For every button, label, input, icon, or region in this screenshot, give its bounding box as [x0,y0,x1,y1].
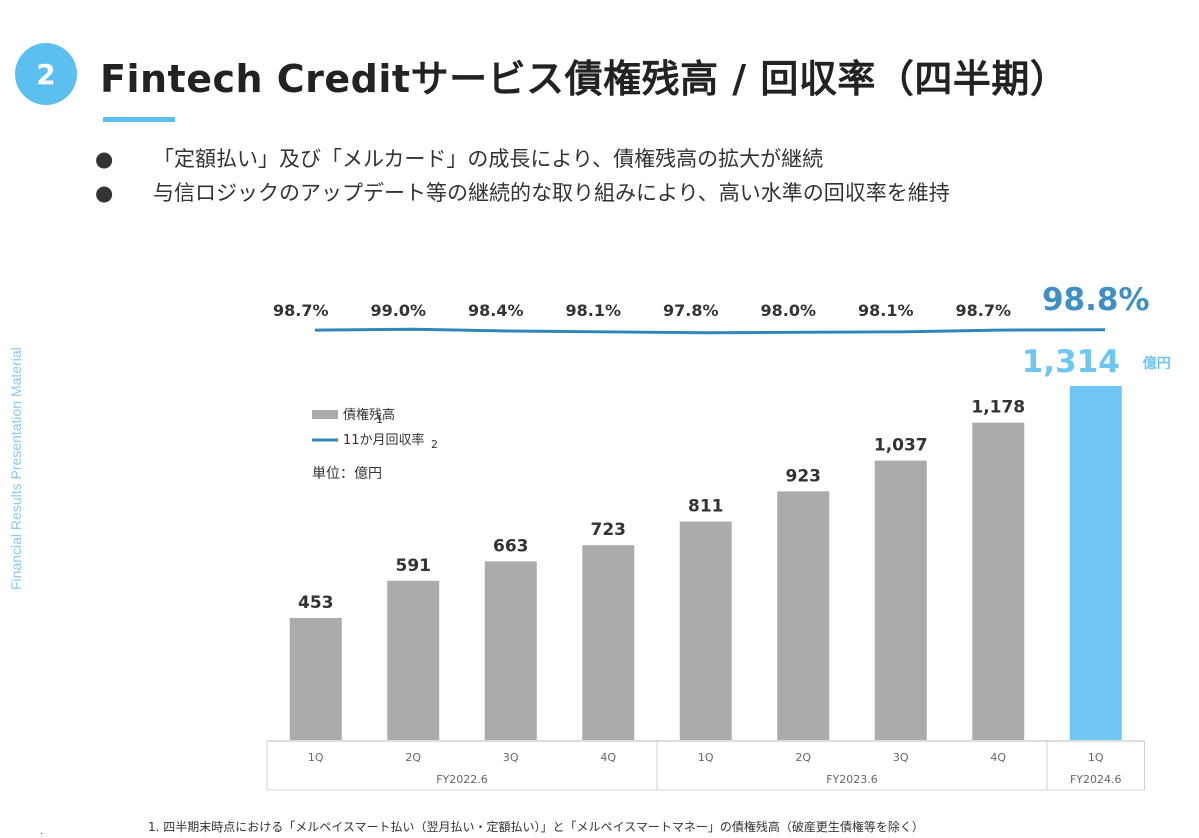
bar-4 [582,545,635,740]
x-tick-label: 2Q [405,751,421,764]
legend-bar-label: 債権残高 [343,407,395,423]
bar-1 [289,617,342,740]
x-tick-label: 1Q [698,751,714,764]
bar-value-label: 1,037 [874,436,928,456]
bar-value-label: 1,178 [971,398,1025,418]
unit-label: 単位：億円 [312,466,382,482]
rate-label: 98.7% [955,301,1011,320]
page-title: Fintech Creditサービス債権残高 / 回収率（四半期） [100,57,1069,101]
rate-label: 98.0% [760,301,816,320]
bar-3 [484,561,537,740]
x-tick-label: 1Q [308,751,324,764]
bar-5 [679,521,732,740]
rate-label: 98.1% [565,301,621,320]
x-group-label: FY2024.6 [1070,773,1122,786]
bar-value-label-highlight: 1,314 [1022,344,1120,380]
section-number-badge: 2 [15,43,77,105]
x-tick-label: 2Q [795,751,811,764]
legend-bar-superscript: 1 [376,413,383,426]
rate-label: 98.7% [273,301,329,320]
bar-value-label: 591 [396,556,432,576]
bar-value-label: 723 [591,520,627,540]
bullet-text: 与信ロジックのアップデート等の継続的な取り組みにより、高い水準の回収率を維持 [153,181,950,205]
bullet-item: ● 「定額払い」及び「メルカード」の成長により、債権残高の拡大が継続 [95,142,950,176]
legend-line-superscript: 2 [431,438,438,451]
legend-bar-swatch [312,410,338,419]
x-tick-label: 4Q [600,751,616,764]
x-group-label: FY2023.6 [826,773,878,786]
rate-label: 99.0% [370,301,426,320]
bullet-dot: ● [95,181,114,205]
rate-label-highlight: 98.8% [1042,282,1150,318]
bullet-text: 「定額払い」及び「メルカード」の成長により、債権残高の拡大が継続 [153,147,824,171]
x-group-label: FY2022.6 [436,773,488,786]
bar-value-label: 453 [298,593,334,613]
x-tick-label: 1Q [1088,751,1104,764]
legend-line-label: 11か月回収率 [343,432,425,448]
footnote-mark: . [40,826,44,837]
rate-label: 97.8% [663,301,719,320]
bar-6 [777,491,830,740]
bar-value-label: 923 [786,466,822,486]
title-underline [103,117,175,122]
x-tick-label: 4Q [990,751,1006,764]
rate-label: 98.1% [858,301,914,320]
bullet-dot: ● [95,147,114,171]
bar-value-unit: 億円 [1143,355,1171,372]
bar-7 [874,460,927,740]
bullet-item: ● 与信ロジックのアップデート等の継続的な取り組みにより、高い水準の回収率を維持 [95,176,950,210]
bar-9 [1069,386,1122,740]
x-tick-label: 3Q [503,751,519,764]
bar-value-label: 663 [493,536,529,556]
bar-2 [387,580,440,740]
recovery-rate-line [314,327,1106,335]
rate-label: 98.4% [468,301,524,320]
bullet-list: ● 「定額払い」及び「メルカード」の成長により、債権残高の拡大が継続 ● 与信ロジッ… [95,142,950,210]
bar-value-label: 811 [688,497,724,517]
bar-8 [972,422,1025,740]
x-tick-label: 3Q [893,751,909,764]
footnote: 1. 四半期末時点における「メルペイスマート払い（翌月払い・定額払い）」と「メル… [148,820,924,834]
